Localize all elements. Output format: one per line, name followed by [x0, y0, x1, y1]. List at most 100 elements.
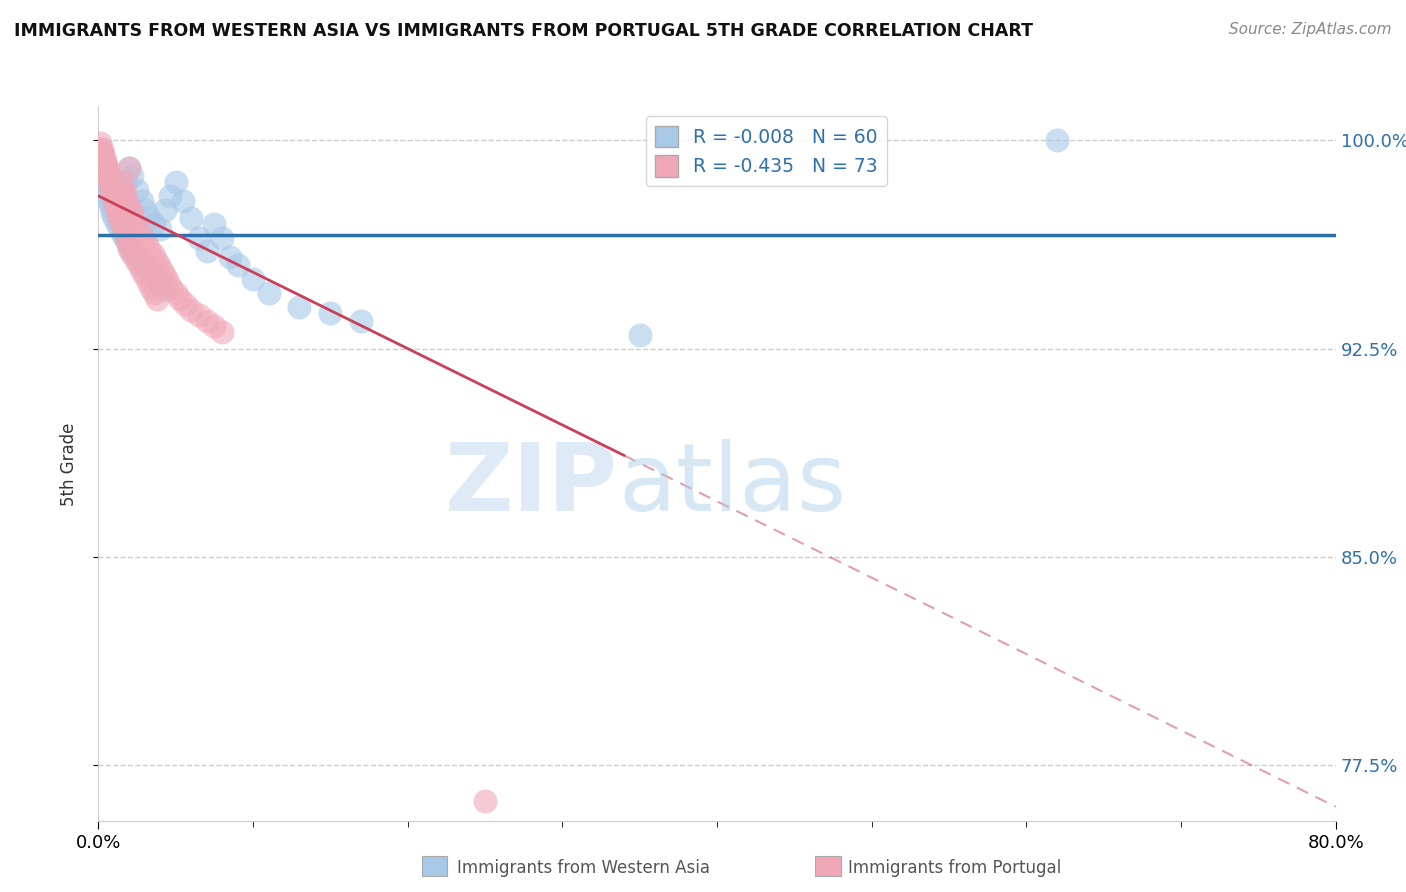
Point: [97, 189, 120, 203]
Point: [115, 192, 138, 206]
Point: [131, 255, 153, 269]
Text: Immigrants from Western Asia: Immigrants from Western Asia: [457, 859, 710, 877]
Point: [242, 272, 264, 286]
Point: [105, 194, 128, 209]
Point: [159, 189, 181, 203]
Point: [138, 211, 160, 226]
Point: [97, 169, 120, 184]
Point: [135, 261, 157, 276]
Point: [160, 280, 183, 294]
Point: [127, 219, 149, 234]
Point: [180, 211, 202, 226]
Point: [112, 227, 135, 242]
Point: [153, 202, 176, 217]
Point: [105, 202, 128, 217]
Point: [93, 153, 115, 167]
Point: [188, 308, 211, 322]
Point: [91, 172, 114, 186]
Point: [115, 175, 138, 189]
Point: [93, 158, 115, 172]
Point: [97, 164, 120, 178]
Point: [118, 242, 141, 256]
Point: [111, 175, 134, 189]
Point: [127, 250, 149, 264]
Point: [89, 142, 111, 156]
Point: [150, 264, 173, 278]
Point: [1046, 133, 1069, 147]
Point: [219, 250, 242, 264]
Point: [103, 192, 125, 206]
Legend: R = -0.008   N = 60, R = -0.435   N = 73: R = -0.008 N = 60, R = -0.435 N = 73: [647, 117, 887, 186]
Point: [115, 233, 138, 247]
Text: atlas: atlas: [619, 439, 846, 532]
Point: [100, 180, 122, 194]
Point: [134, 202, 156, 217]
Point: [96, 164, 118, 178]
Point: [257, 286, 280, 301]
Point: [114, 225, 136, 239]
Point: [165, 175, 187, 189]
Point: [103, 189, 125, 203]
Point: [90, 167, 112, 181]
Point: [98, 194, 121, 209]
Point: [136, 275, 159, 289]
Text: ZIP: ZIP: [446, 439, 619, 532]
Point: [118, 161, 141, 175]
Point: [174, 297, 197, 311]
Point: [139, 280, 162, 294]
Point: [169, 292, 191, 306]
Point: [121, 208, 143, 222]
Point: [105, 197, 128, 211]
Point: [89, 161, 111, 175]
Point: [96, 164, 118, 178]
Point: [107, 202, 129, 217]
Point: [226, 258, 249, 272]
Point: [121, 244, 143, 259]
Point: [103, 186, 125, 200]
Point: [121, 169, 143, 184]
Point: [127, 183, 149, 197]
Point: [131, 194, 153, 209]
Point: [108, 208, 131, 222]
Point: [90, 142, 112, 156]
Point: [165, 286, 187, 301]
Point: [204, 217, 226, 231]
Point: [350, 314, 373, 328]
Point: [474, 794, 496, 808]
Point: [89, 136, 111, 150]
Point: [149, 222, 172, 236]
Point: [129, 225, 152, 239]
Point: [97, 169, 120, 184]
Point: [124, 252, 146, 267]
Point: [91, 153, 114, 167]
Point: [100, 180, 122, 194]
Point: [101, 186, 124, 200]
Point: [91, 147, 114, 161]
Point: [108, 214, 131, 228]
Point: [118, 161, 141, 175]
Point: [132, 230, 155, 244]
Point: [211, 325, 233, 339]
Point: [628, 327, 651, 342]
Point: [98, 175, 121, 189]
Point: [117, 236, 139, 251]
Point: [96, 158, 118, 172]
Point: [107, 208, 129, 222]
Point: [98, 175, 121, 189]
Point: [149, 277, 172, 292]
Point: [188, 230, 211, 244]
Point: [195, 314, 218, 328]
Point: [288, 300, 311, 314]
Point: [195, 244, 218, 259]
Point: [157, 275, 180, 289]
Point: [98, 169, 121, 184]
Point: [96, 183, 118, 197]
Point: [111, 202, 134, 217]
Point: [112, 219, 135, 234]
Text: Immigrants from Portugal: Immigrants from Portugal: [848, 859, 1062, 877]
Point: [114, 186, 136, 200]
Point: [148, 258, 170, 272]
Point: [145, 252, 167, 267]
Point: [117, 197, 139, 211]
Point: [93, 158, 115, 172]
